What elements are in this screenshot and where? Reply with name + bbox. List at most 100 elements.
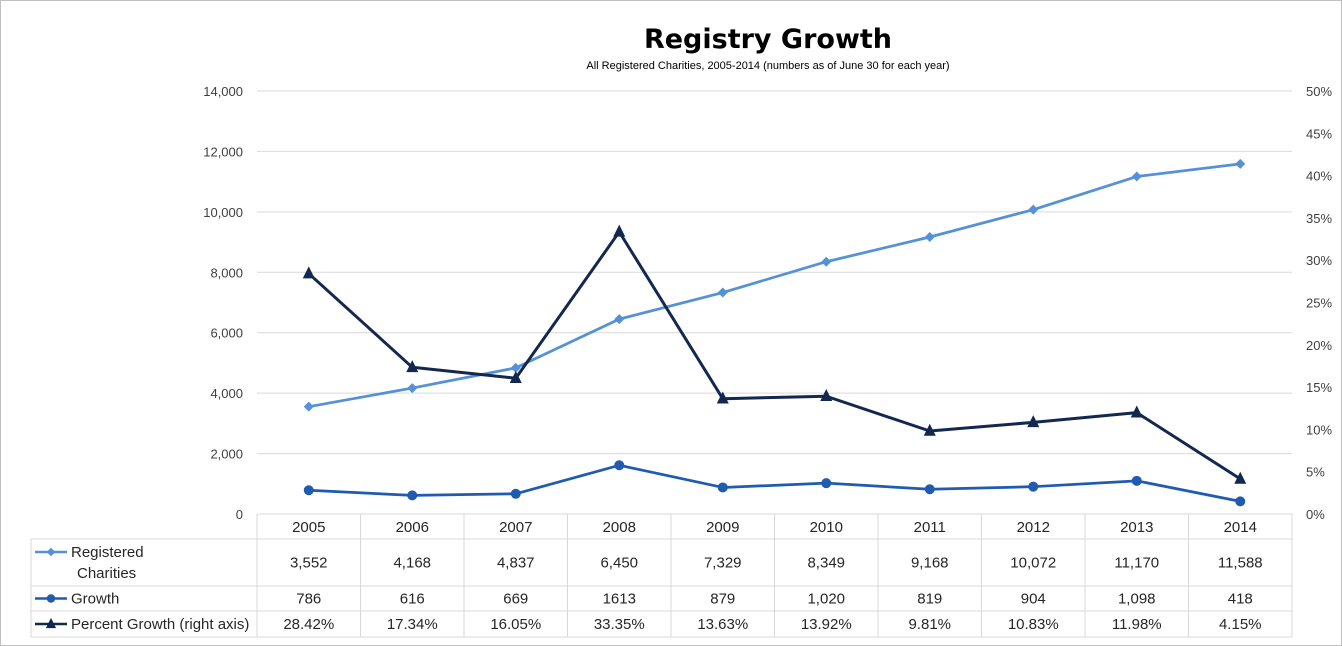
category-label: 2005 [292, 519, 325, 536]
data-point [923, 423, 936, 436]
table-value: 33.35% [594, 616, 645, 633]
left-tick-label: 4,000 [210, 386, 243, 401]
left-tick-label: 6,000 [210, 326, 243, 341]
table-value: 13.92% [801, 616, 852, 633]
data-point [1131, 475, 1142, 486]
table-value: 6,450 [600, 555, 638, 572]
data-table: 2005 2006 2007 2008 2009 2010 2011 2012 2013 2014… [30, 513, 1293, 638]
category-label: 2012 [1017, 519, 1050, 536]
series-name: Charities [77, 565, 136, 582]
category-label: 2011 [914, 519, 946, 536]
data-point [614, 460, 625, 471]
legend-key-marker [45, 617, 57, 629]
table-value: 16.05% [490, 616, 541, 633]
table-value: 11.98% [1112, 616, 1162, 633]
table-value: 3,552 [290, 555, 328, 572]
right-tick-label: 25% [1306, 296, 1332, 311]
table-value: 904 [1021, 591, 1046, 608]
right-tick-label: 20% [1306, 338, 1332, 353]
gridlines [257, 90, 1292, 455]
data-point [924, 231, 935, 242]
data-point [924, 484, 935, 495]
series-line [308, 463, 1241, 503]
table-value: 7,329 [704, 555, 742, 572]
right-tick-label: 50% [1306, 84, 1332, 99]
table-value: 28.42% [283, 616, 334, 633]
category-label: 2008 [603, 519, 636, 536]
right-tick-label: 10% [1306, 422, 1332, 437]
data-point [1131, 171, 1142, 182]
data-point [407, 383, 418, 394]
table-value: 9,168 [911, 555, 949, 572]
data-point [613, 224, 626, 237]
data-point [717, 287, 728, 298]
table-value: 786 [296, 591, 321, 608]
left-tick-label: 12,000 [203, 144, 243, 159]
series-line [308, 162, 1241, 409]
series-line [307, 230, 1242, 481]
right-tick-label: 40% [1306, 169, 1332, 184]
category-label: 2006 [396, 519, 429, 536]
table-value: 1,098 [1118, 591, 1156, 608]
data-point [303, 485, 314, 496]
table-value: 10.83% [1008, 616, 1059, 633]
chart-title: Registry Growth [644, 24, 892, 55]
left-tick-label: 0 [236, 507, 243, 522]
right-tick-label: 35% [1306, 211, 1332, 226]
table-value: 17.34% [387, 616, 438, 633]
left-tick-label: 8,000 [210, 265, 243, 280]
table-value: 8,349 [807, 555, 845, 572]
category-label: 2010 [810, 519, 843, 536]
table-value: 418 [1228, 591, 1253, 608]
table-value: 879 [710, 591, 735, 608]
category-label: 2009 [706, 519, 739, 536]
table-value: 616 [400, 591, 425, 608]
left-tick-label: 2,000 [210, 447, 243, 462]
table-value: 1,020 [807, 591, 845, 608]
data-point [821, 256, 832, 267]
table-value: 11,170 [1114, 555, 1159, 572]
data-point [1028, 204, 1039, 215]
data-point [1235, 158, 1246, 169]
data-point [406, 360, 419, 373]
data-point [716, 391, 729, 404]
table-value: 4,837 [497, 555, 535, 572]
data-point [302, 266, 315, 279]
data-point [303, 401, 314, 412]
left-axis: 0 2,000 4,000 6,000 8,000 10,000 12,000 14,000 [203, 84, 243, 522]
legend-key-marker [46, 594, 56, 603]
table-value: 13.63% [697, 616, 748, 633]
category-label: 2014 [1224, 519, 1257, 536]
data-point [1235, 496, 1246, 507]
right-tick-label: 45% [1306, 126, 1332, 141]
series-name: Registered [71, 544, 144, 561]
table-value: 4,168 [393, 555, 431, 572]
data-point [614, 314, 625, 325]
series-name: Growth [71, 591, 119, 608]
data-point [1028, 481, 1039, 492]
category-label: 2013 [1120, 519, 1153, 536]
table-value: 10,072 [1010, 555, 1056, 572]
data-point [509, 371, 522, 384]
table-value: 819 [917, 591, 942, 608]
category-label: 2007 [499, 519, 532, 536]
data-point [820, 389, 833, 402]
right-tick-label: 0% [1306, 507, 1325, 522]
right-tick-label: 5% [1306, 465, 1325, 480]
table-value: 11,588 [1218, 555, 1263, 572]
right-axis: 0% 5% 10% 15% 20% 25% 30% 35% 40% 45% 50% [1306, 84, 1332, 522]
data-point [510, 362, 521, 373]
data-point [1027, 415, 1040, 428]
table-value: 669 [503, 591, 528, 608]
data-point [1234, 471, 1247, 484]
data-point [510, 488, 521, 499]
data-point [407, 490, 418, 501]
data-point [821, 478, 832, 489]
left-tick-label: 10,000 [203, 205, 243, 220]
left-tick-label: 14,000 [203, 84, 243, 99]
right-tick-label: 15% [1306, 380, 1332, 395]
series-layer [302, 158, 1247, 507]
data-point [1130, 405, 1143, 418]
chart-subtitle: All Registered Charities, 2005-2014 (num… [586, 60, 949, 72]
